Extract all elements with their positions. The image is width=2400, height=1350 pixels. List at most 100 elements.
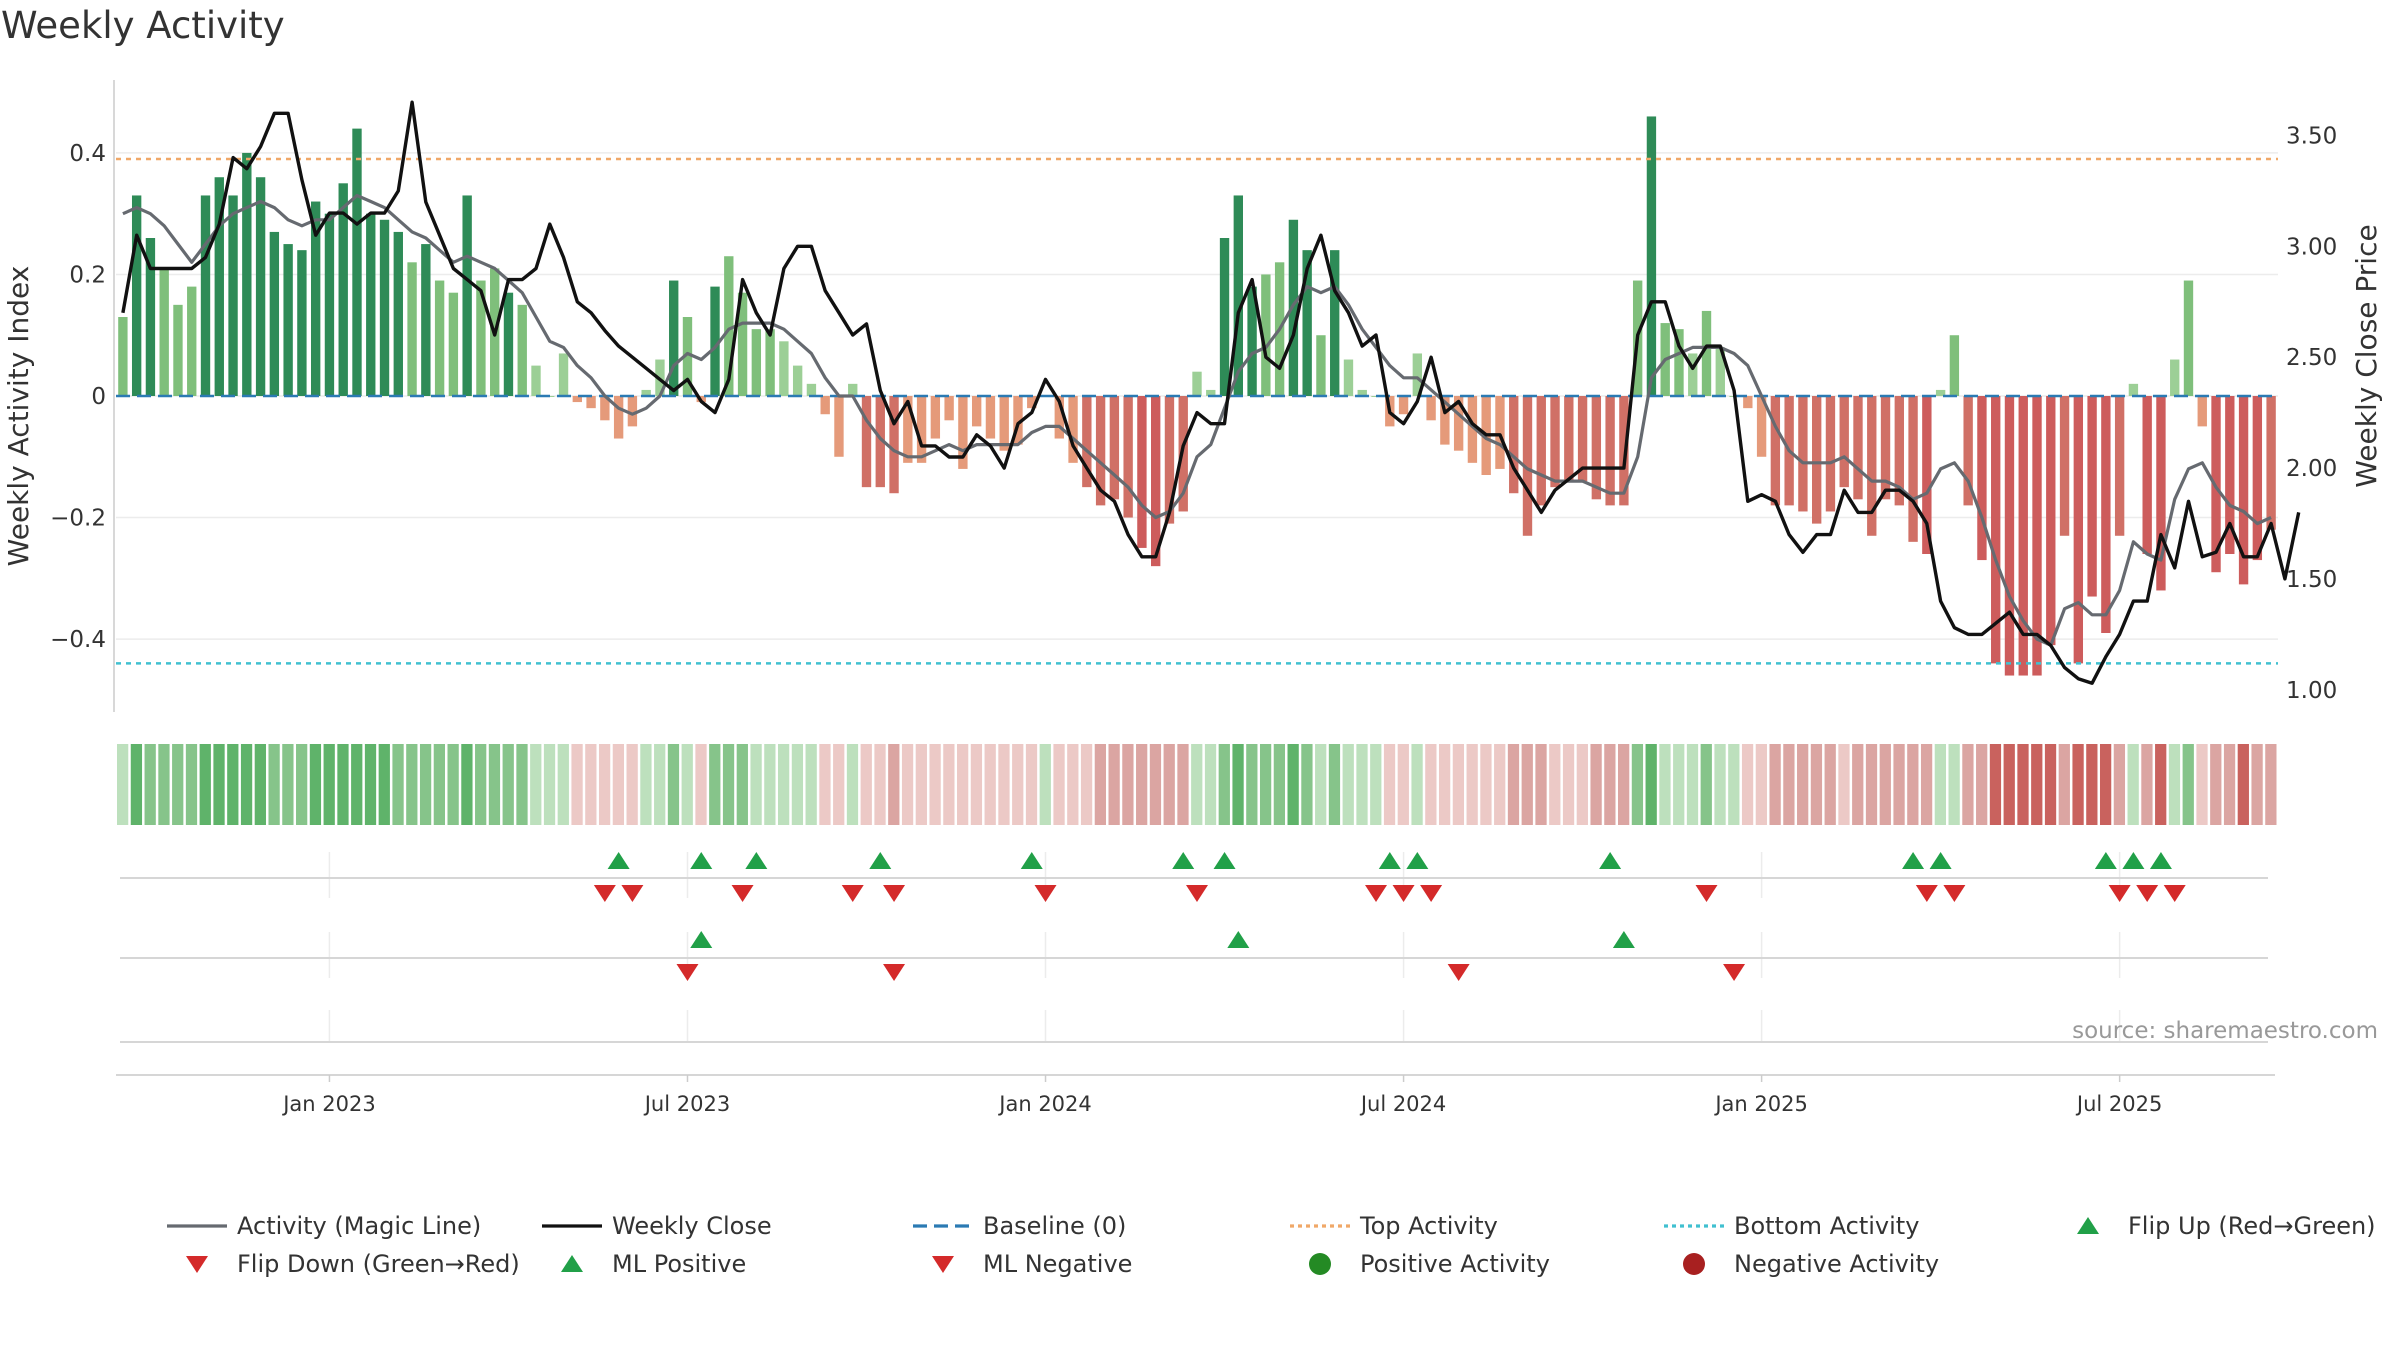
- legend-swatch: [2077, 1217, 2099, 1234]
- activity-bar: [434, 280, 445, 396]
- activity-bar: [242, 152, 252, 396]
- heat-cell: [2168, 744, 2181, 825]
- activity-bar: [806, 383, 817, 396]
- ml-positive-marker: [690, 852, 713, 869]
- activity-bar: [2252, 396, 2263, 561]
- heat-cell: [1425, 744, 1437, 825]
- heat-cell: [764, 744, 776, 825]
- heat-cell: [860, 744, 872, 825]
- activity-bar: [131, 195, 142, 396]
- heat-cell: [117, 744, 129, 825]
- activity-bar: [1991, 396, 2001, 664]
- heat-cell: [1934, 744, 1947, 825]
- legend-label: Baseline (0): [983, 1212, 1126, 1240]
- activity-bar: [1894, 396, 1904, 506]
- ml-positive-marker: [1406, 852, 1429, 869]
- heat-cell: [1356, 744, 1368, 825]
- activity-bar: [2225, 396, 2235, 554]
- heat-cell: [984, 744, 996, 825]
- activity-bar: [1082, 396, 1092, 488]
- activity-bar: [1798, 396, 1808, 512]
- y2-tick-label: 1.00: [2286, 678, 2337, 704]
- heat-cell: [1438, 744, 1451, 825]
- activity-bar: [1261, 274, 1271, 396]
- heat-cell: [736, 744, 748, 825]
- axes: 0.4 0.2 0 −0.2 −0.4 3.50 3.00 2.50 2.00 1.50 1.00 W…: [2, 80, 2383, 712]
- heat-cell: [1080, 744, 1093, 825]
- activity-bar: [889, 396, 899, 494]
- activity-bar: [1550, 396, 1560, 488]
- heat-cell: [1562, 744, 1575, 825]
- heat-cell: [1893, 744, 1905, 825]
- heat-cell: [2003, 744, 2015, 825]
- ml-positive-marker: [2094, 852, 2117, 869]
- heat-cell: [1714, 744, 1726, 825]
- activity-bar: [1343, 359, 1354, 396]
- y2-axis-title: Weekly Close Price: [2350, 224, 2383, 487]
- heat-cell: [1480, 744, 1492, 825]
- heat-cell: [1769, 744, 1781, 825]
- activity-bar: [187, 286, 197, 396]
- activity-bar: [2087, 396, 2097, 597]
- activity-bar: [985, 396, 996, 439]
- heat-cell: [943, 744, 955, 825]
- y2-tick-label: 2.00: [2286, 456, 2337, 482]
- heat-cell: [323, 744, 335, 825]
- heat-cell: [1976, 744, 1988, 825]
- activity-bar: [2114, 396, 2125, 536]
- activity-bar: [1577, 396, 1588, 482]
- flip-down-marker: [1365, 885, 1388, 902]
- flip-up-marker: [690, 931, 713, 948]
- magic-line: [122, 193, 2272, 647]
- activity-bar: [1316, 335, 1326, 396]
- ml-positive-marker: [607, 852, 630, 869]
- heat-cell: [1452, 744, 1465, 825]
- activity-bar: [682, 317, 693, 396]
- activity-bar: [448, 292, 459, 396]
- heat-cell: [227, 744, 239, 825]
- activity-bar: [1233, 195, 1243, 396]
- y2-tick-label: 3.50: [2286, 123, 2337, 149]
- activity-bar: [1825, 396, 1836, 512]
- activity-bar: [1068, 396, 1078, 463]
- legend-swatch: [1309, 1253, 1331, 1275]
- heat-cell: [378, 744, 390, 825]
- heat-cell: [2182, 744, 2194, 825]
- activity-bar: [1027, 396, 1037, 409]
- flip-down-marker: [1695, 885, 1718, 902]
- flip-down-marker: [1420, 885, 1443, 902]
- heat-cell: [1920, 744, 1933, 825]
- heat-cell: [1122, 744, 1134, 825]
- x-tick-label: Jan 2025: [1713, 1092, 1808, 1116]
- heat-cell: [2196, 744, 2208, 825]
- heat-cell: [296, 744, 308, 825]
- activity-bar: [1743, 396, 1753, 409]
- activity-bar: [2018, 396, 2028, 676]
- heat-cell: [750, 744, 762, 825]
- activity-bar: [173, 304, 183, 396]
- y2-tick-label: 3.00: [2286, 234, 2337, 260]
- activity-bar: [228, 195, 238, 396]
- ml-positive-marker: [1929, 852, 1952, 869]
- activity-bar: [930, 396, 941, 439]
- heat-cell: [1204, 744, 1217, 825]
- heat-cell: [406, 744, 418, 825]
- activity-bar: [861, 396, 872, 488]
- activity-bar: [1495, 396, 1505, 469]
- activity-bar: [1674, 329, 1684, 396]
- heat-cell: [1549, 744, 1561, 825]
- flip-down-marker: [841, 885, 864, 902]
- heat-cell: [557, 744, 569, 825]
- heat-cell: [1383, 744, 1396, 825]
- flip-up-marker: [1612, 931, 1635, 948]
- heat-cell: [1700, 744, 1712, 825]
- heat-cell: [1067, 744, 1079, 825]
- heat-cell: [1094, 744, 1106, 825]
- activity-bar: [765, 329, 775, 396]
- heat-cell: [1025, 744, 1038, 825]
- ml-positive-marker: [2149, 852, 2172, 869]
- heat-cell: [2099, 744, 2112, 825]
- activity-bar: [724, 256, 734, 396]
- activity-bar: [1536, 396, 1546, 506]
- heat-cell: [585, 744, 597, 825]
